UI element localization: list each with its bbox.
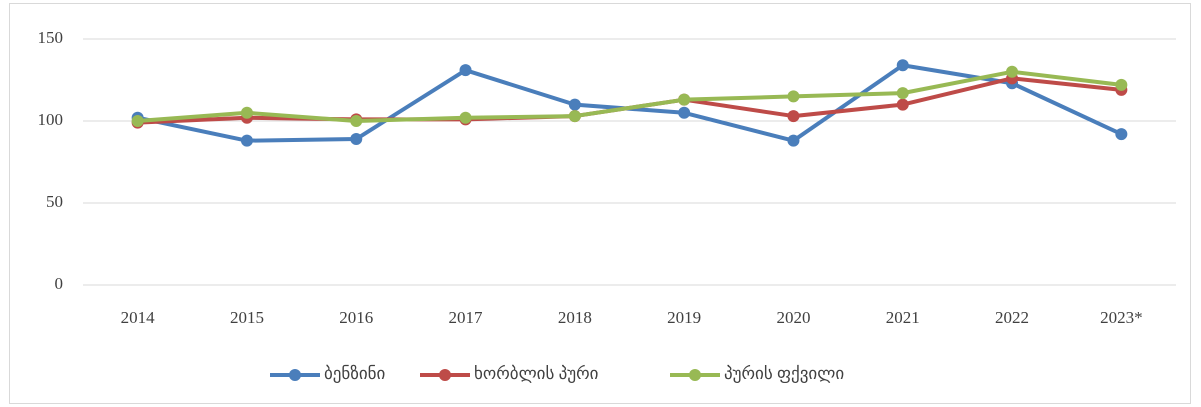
point: [459, 111, 472, 124]
x-tick-label: 2018: [558, 308, 592, 327]
point: [1115, 78, 1128, 91]
point: [1006, 65, 1019, 78]
x-tick-label: 2014: [121, 308, 156, 327]
legend-label: ბენზინი: [324, 364, 385, 384]
legend-label: ხორბლის პური: [474, 364, 598, 384]
y-tick-label: 100: [38, 110, 64, 129]
y-tick-label: 0: [55, 274, 64, 293]
y-tick-label: 150: [38, 28, 64, 47]
x-tick-label: 2022: [995, 308, 1029, 327]
x-tick-label: 2020: [776, 308, 810, 327]
point: [787, 134, 800, 147]
point: [896, 59, 909, 72]
point: [131, 115, 144, 127]
point: [678, 93, 691, 106]
legend-marker: [289, 369, 301, 381]
point: [568, 98, 581, 111]
point: [350, 115, 363, 127]
x-tick-label: 2017: [449, 308, 484, 327]
point: [568, 110, 581, 123]
x-tick-label: 2016: [339, 308, 373, 327]
point: [1115, 128, 1128, 141]
point: [896, 87, 909, 100]
x-tick-label: 2019: [667, 308, 701, 327]
series-line: [137, 69, 1122, 123]
point: [459, 64, 472, 77]
point: [350, 133, 363, 146]
x-tick-label: 2015: [230, 308, 264, 327]
point: [896, 98, 909, 111]
point: [678, 106, 691, 119]
point: [787, 110, 800, 123]
y-tick-label: 50: [46, 192, 63, 211]
point: [787, 90, 800, 103]
legend-marker: [439, 369, 451, 381]
legend-marker: [689, 369, 701, 381]
x-tick-label: 2021: [886, 308, 920, 327]
legend-label: პურის ფქვილი: [724, 364, 844, 384]
point: [240, 106, 253, 119]
point: [240, 134, 253, 147]
x-tick-label: 2023*: [1100, 308, 1143, 327]
